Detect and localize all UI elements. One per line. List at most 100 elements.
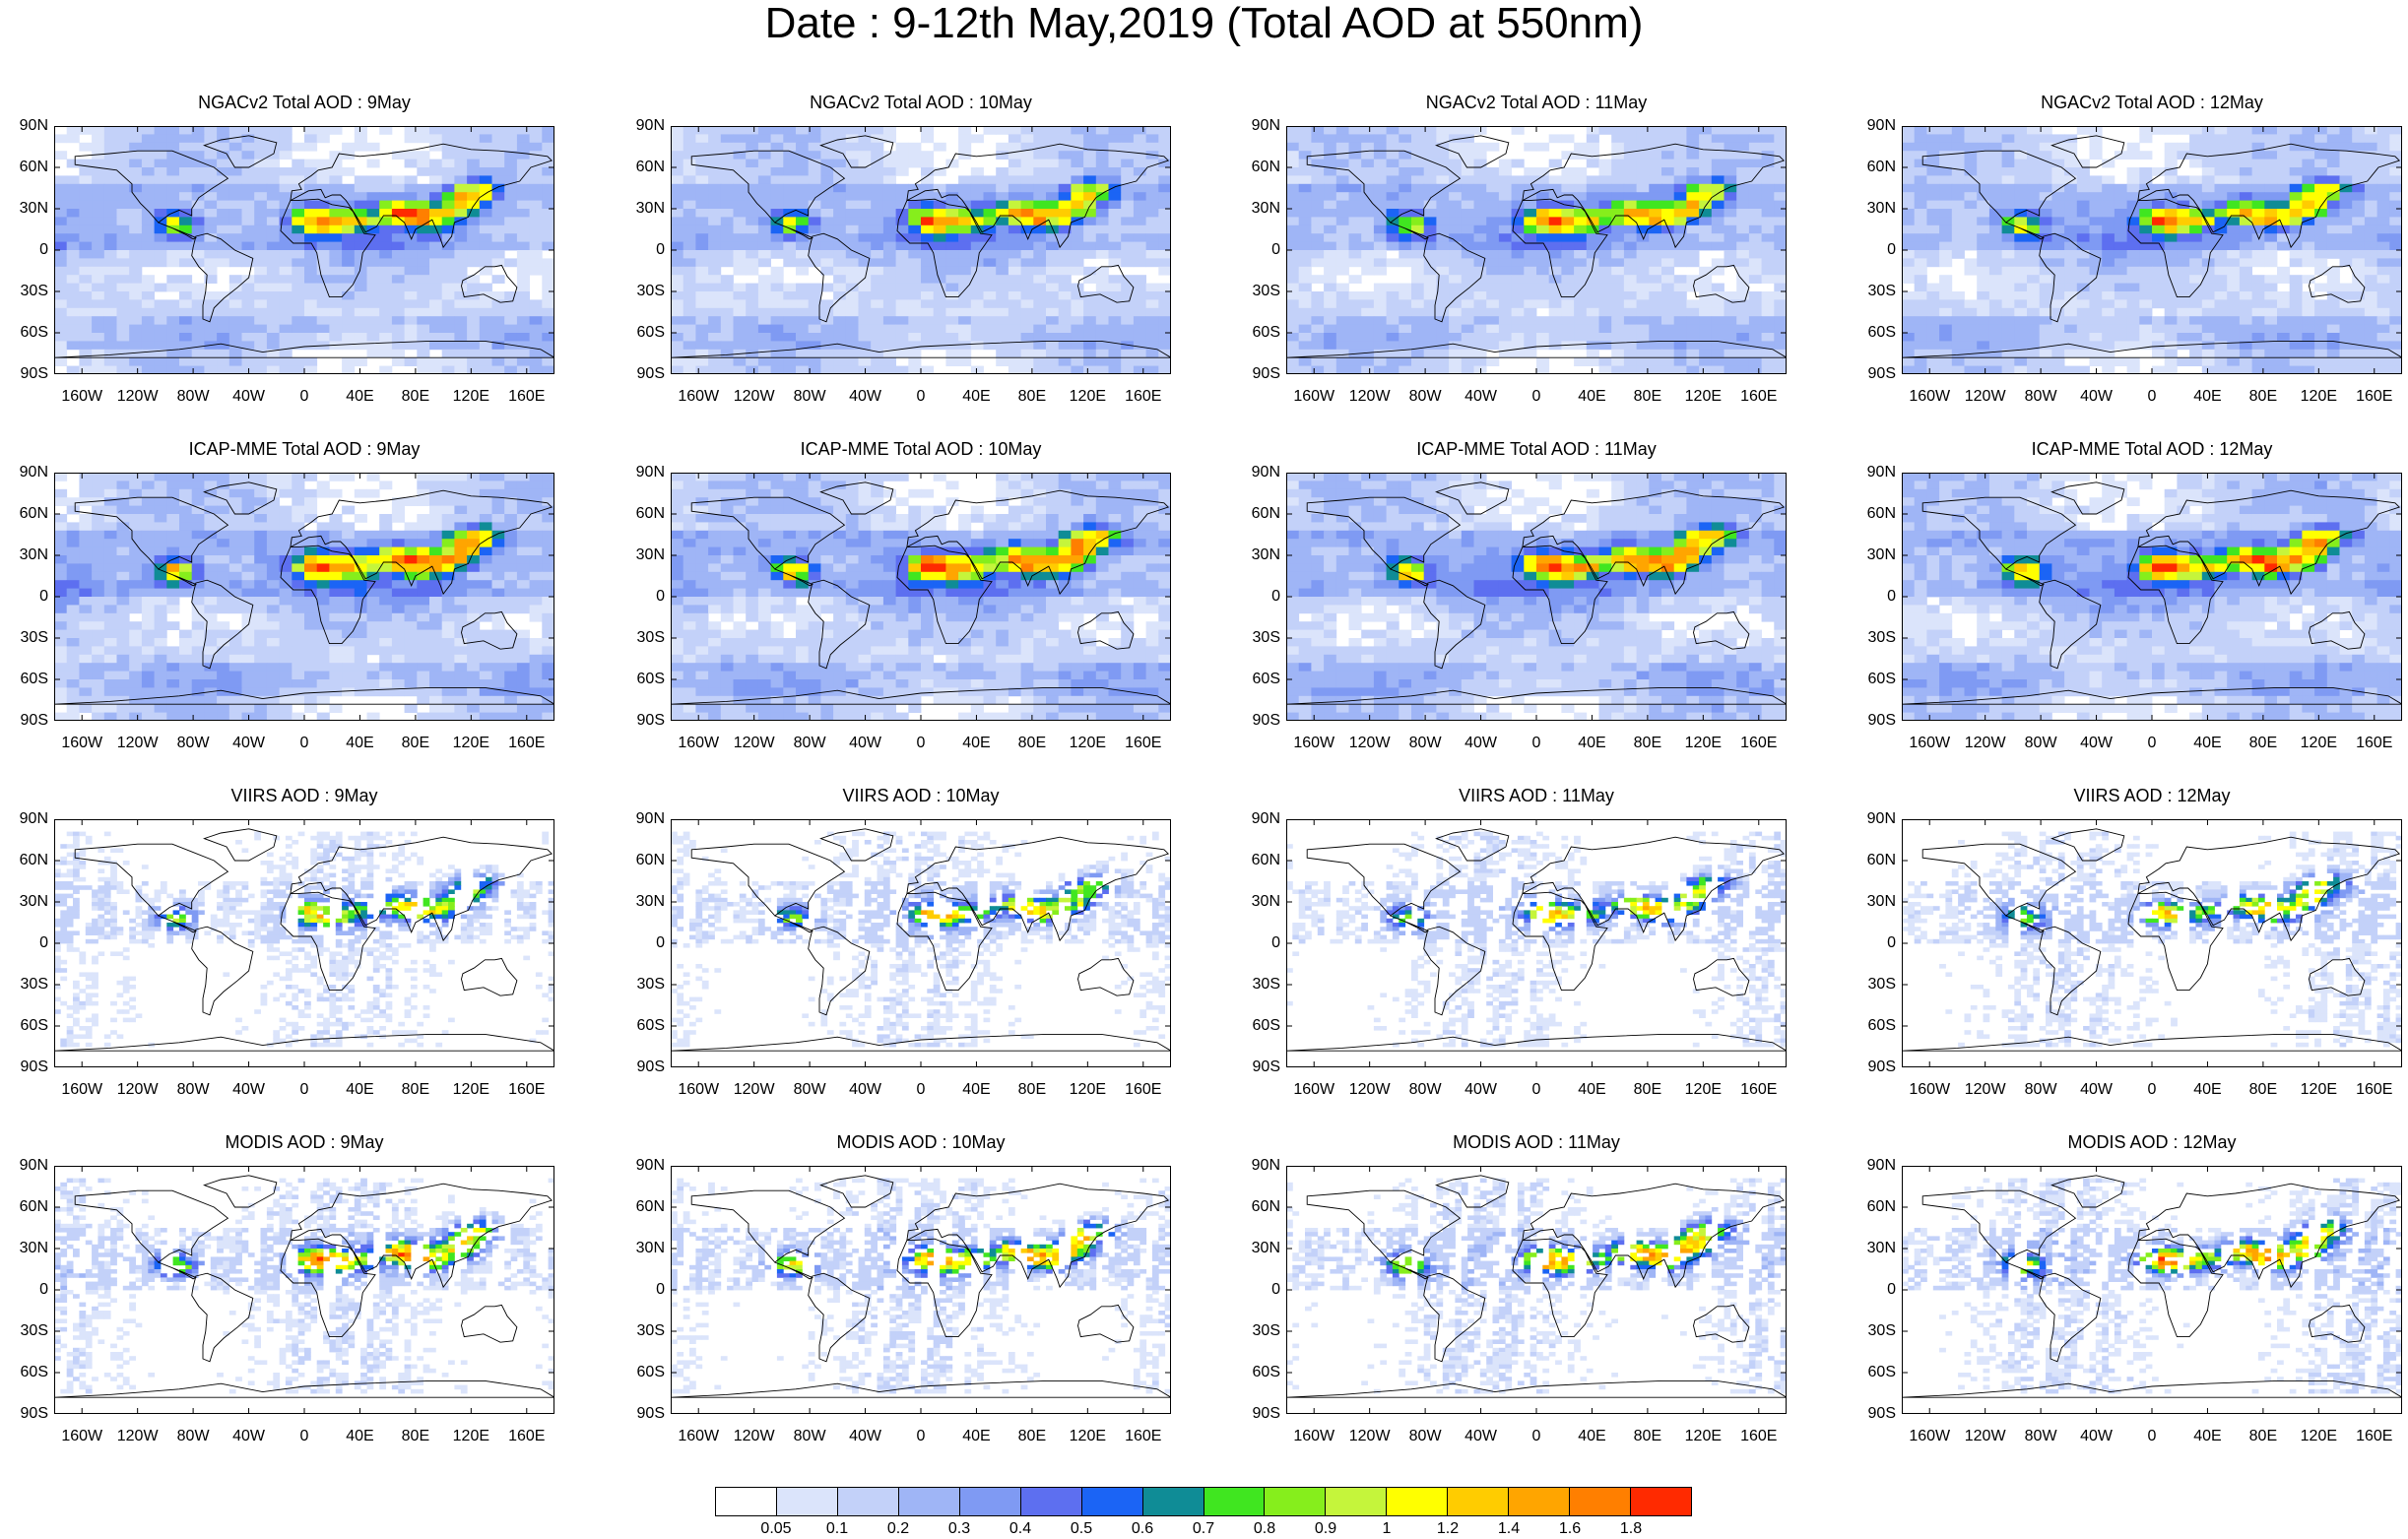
longitude-tick-label: 40E	[946, 1428, 1006, 1445]
panel-title: NGACv2 Total AOD : 11May	[1286, 93, 1787, 113]
longitude-tick-label: 80E	[386, 388, 445, 406]
latitude-tick-label: 60N	[625, 1198, 665, 1216]
longitude-tick-label: 40E	[330, 1081, 389, 1099]
longitude-tick-label: 80E	[386, 1081, 445, 1099]
latitude-tick-label: 30S	[1856, 1322, 1896, 1340]
longitude-tick-label: 40W	[836, 735, 895, 752]
latitude-tick-label: 30N	[1856, 546, 1896, 564]
longitude-tick-label: 160E	[1729, 1081, 1789, 1099]
latitude-tick-label: 0	[9, 1281, 48, 1299]
longitude-tick-label: 80E	[1618, 1428, 1677, 1445]
colorbar-swatch	[1326, 1488, 1388, 1515]
longitude-tick-label: 160E	[2345, 735, 2404, 752]
latitude-tick-label: 0	[1241, 1281, 1280, 1299]
latitude-tick-label: 60S	[1856, 324, 1896, 342]
latitude-tick-label: 60S	[1241, 1364, 1280, 1381]
latitude-tick-label: 0	[1241, 934, 1280, 952]
longitude-tick-label: 120W	[1956, 1428, 2015, 1445]
longitude-tick-label: 40W	[1452, 1081, 1511, 1099]
latitude-tick-label: 60S	[1241, 671, 1280, 688]
coastline	[54, 828, 554, 1052]
longitude-tick-label: 40W	[2067, 1081, 2126, 1099]
latitude-tick-label: 60S	[9, 324, 48, 342]
aod-map	[671, 473, 1171, 721]
longitude-tick-label: 0	[1507, 1428, 1566, 1445]
longitude-tick-label: 160W	[1284, 1428, 1343, 1445]
latitude-tick-label: 30N	[1856, 1240, 1896, 1257]
colorbar-tick-label: 1.6	[1540, 1520, 1599, 1538]
longitude-tick-label: 120E	[441, 1081, 500, 1099]
longitude-tick-label: 80W	[1396, 735, 1455, 752]
latitude-tick-label: 0	[1241, 241, 1280, 259]
longitude-tick-label: 80W	[780, 1081, 839, 1099]
colorbar-tick-label: 0.7	[1174, 1520, 1233, 1538]
latitude-tick-label: 90N	[9, 117, 48, 135]
longitude-tick-label: 0	[2122, 388, 2181, 406]
longitude-tick-label: 160W	[52, 735, 111, 752]
longitude-tick-label: 80W	[163, 388, 223, 406]
panel-title: ICAP-MME Total AOD : 12May	[1902, 439, 2402, 460]
coastline	[54, 1175, 554, 1398]
latitude-tick-label: 60N	[1241, 1198, 1280, 1216]
longitude-tick-label: 160E	[497, 388, 556, 406]
longitude-tick-label: 80W	[2011, 1081, 2070, 1099]
latitude-tick-label: 60S	[1241, 1017, 1280, 1035]
aod-map	[1902, 126, 2402, 374]
aod-map	[671, 126, 1171, 374]
longitude-tick-label: 80E	[386, 735, 445, 752]
latitude-tick-label: 60N	[9, 1198, 48, 1216]
longitude-tick-label: 160W	[669, 735, 728, 752]
longitude-tick-label: 160W	[669, 1081, 728, 1099]
colorbar-tick-label: 0.1	[808, 1520, 867, 1538]
longitude-tick-label: 40E	[946, 1081, 1006, 1099]
longitude-tick-label: 40W	[836, 1081, 895, 1099]
latitude-tick-label: 90N	[9, 1157, 48, 1175]
colorbar-tick-label: 1.2	[1418, 1520, 1477, 1538]
panel-title: ICAP-MME Total AOD : 11May	[1286, 439, 1787, 460]
longitude-tick-label: 160W	[1284, 735, 1343, 752]
longitude-tick-label: 160W	[1900, 735, 1959, 752]
latitude-tick-label: 0	[1856, 1281, 1896, 1299]
longitude-tick-label: 40E	[330, 388, 389, 406]
longitude-tick-label: 80E	[1003, 1428, 1062, 1445]
colorbar-swatch	[716, 1488, 777, 1515]
latitude-tick-label: 60N	[1856, 159, 1896, 176]
latitude-tick-label: 60N	[1856, 1198, 1896, 1216]
latitude-tick-label: 30N	[9, 200, 48, 218]
colorbar	[715, 1487, 1692, 1516]
latitude-tick-label: 30N	[1241, 1240, 1280, 1257]
longitude-tick-label: 120E	[1058, 388, 1117, 406]
latitude-tick-label: 30S	[9, 1322, 48, 1340]
latitude-tick-label: 60S	[1856, 671, 1896, 688]
longitude-tick-label: 120W	[108, 735, 167, 752]
longitude-tick-label: 0	[2122, 735, 2181, 752]
longitude-tick-label: 160W	[669, 388, 728, 406]
latitude-tick-label: 90N	[1856, 117, 1896, 135]
latitude-tick-label: 0	[625, 1281, 665, 1299]
longitude-tick-label: 120E	[441, 388, 500, 406]
longitude-tick-label: 40W	[1452, 735, 1511, 752]
longitude-tick-label: 80E	[1618, 1081, 1677, 1099]
longitude-tick-label: 0	[891, 1081, 950, 1099]
longitude-tick-label: 80W	[780, 1428, 839, 1445]
colorbar-tick-label: 0.3	[930, 1520, 989, 1538]
longitude-tick-label: 40W	[836, 1428, 895, 1445]
colorbar-swatch	[1020, 1488, 1082, 1515]
longitude-tick-label: 40E	[946, 388, 1006, 406]
latitude-tick-label: 60N	[1856, 852, 1896, 869]
aod-map	[1902, 473, 2402, 721]
longitude-tick-label: 0	[275, 388, 334, 406]
latitude-tick-label: 30N	[1856, 893, 1896, 911]
longitude-tick-label: 160W	[52, 1081, 111, 1099]
colorbar-swatch	[776, 1488, 838, 1515]
longitude-tick-label: 0	[891, 735, 950, 752]
panel-title: MODIS AOD : 12May	[1902, 1132, 2402, 1153]
longitude-tick-label: 80W	[163, 735, 223, 752]
longitude-tick-label: 40W	[2067, 1428, 2126, 1445]
latitude-tick-label: 90N	[1856, 464, 1896, 481]
panel-title: ICAP-MME Total AOD : 9May	[54, 439, 554, 460]
colorbar-tick-label: 1	[1357, 1520, 1416, 1538]
longitude-tick-label: 160W	[1900, 1081, 1959, 1099]
longitude-tick-label: 120E	[2289, 1081, 2348, 1099]
longitude-tick-label: 80E	[2234, 735, 2293, 752]
